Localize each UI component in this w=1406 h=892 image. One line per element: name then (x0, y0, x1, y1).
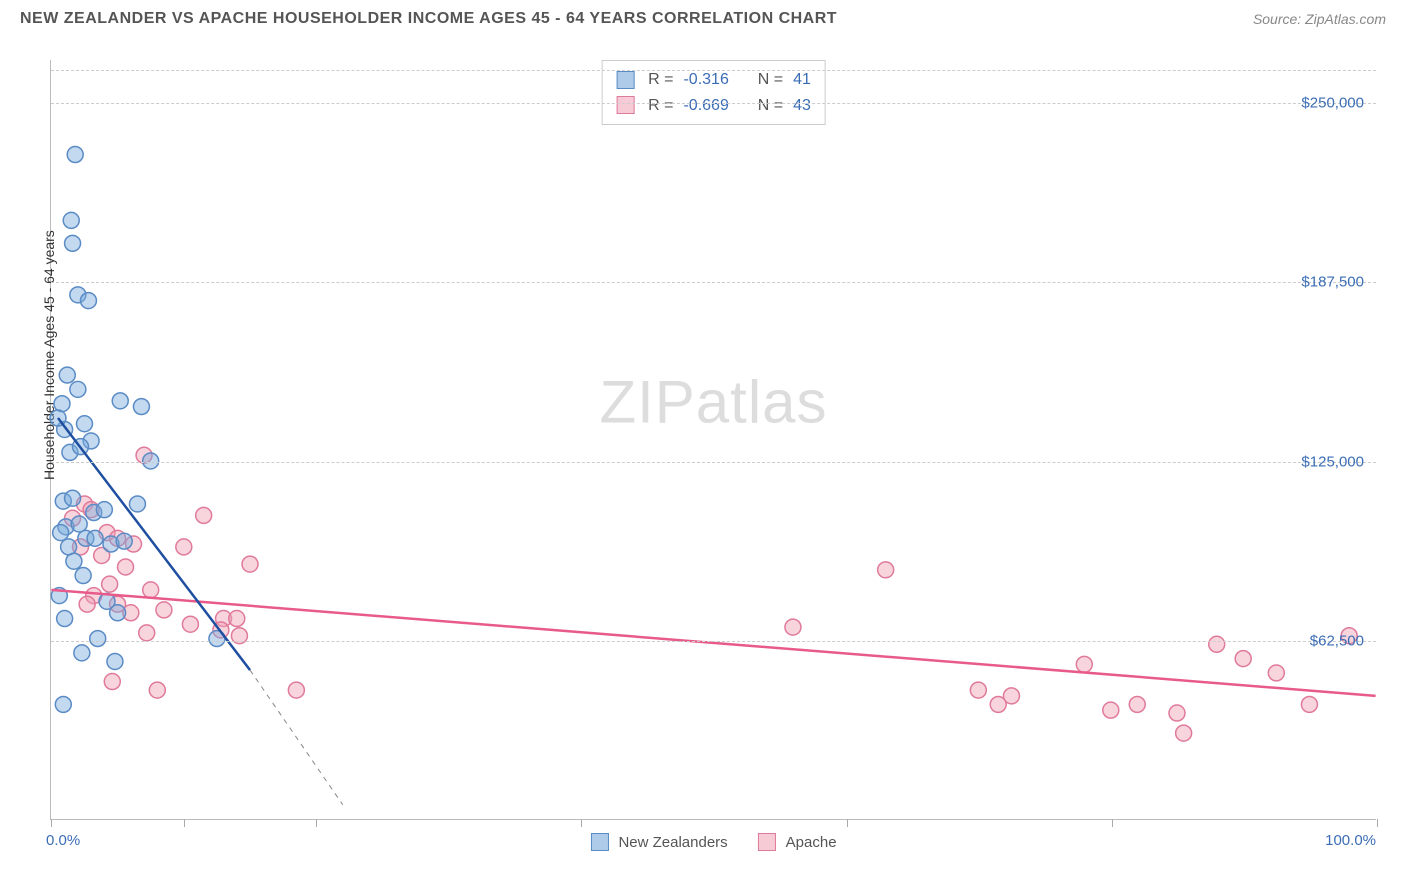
scatter-point (110, 605, 126, 621)
scatter-point (54, 396, 70, 412)
ytick-label: $125,000 (1301, 453, 1364, 470)
scatter-point (1301, 696, 1317, 712)
gridline (51, 103, 1376, 104)
scatter-point (118, 559, 134, 575)
trend-line-apache (51, 590, 1375, 696)
scatter-svg (51, 60, 1376, 819)
xtick (1112, 819, 1113, 827)
scatter-point (107, 653, 123, 669)
scatter-point (87, 530, 103, 546)
scatter-point (75, 568, 91, 584)
scatter-point (196, 507, 212, 523)
scatter-point (229, 611, 245, 627)
n-label: N = (758, 93, 783, 119)
gridline (51, 70, 1376, 71)
xtick (847, 819, 848, 827)
scatter-point (143, 582, 159, 598)
scatter-point (1268, 665, 1284, 681)
source-name: ZipAtlas.com (1305, 11, 1386, 27)
scatter-point (1176, 725, 1192, 741)
scatter-point (116, 533, 132, 549)
xtick-start: 0.0% (46, 832, 80, 849)
xtick (316, 819, 317, 827)
n-value-apache: 43 (793, 93, 811, 119)
scatter-point (104, 674, 120, 690)
scatter-point (112, 393, 128, 409)
legend-item-nz: New Zealanders (590, 833, 727, 851)
scatter-point (74, 645, 90, 661)
xtick (581, 819, 582, 827)
scatter-point (133, 399, 149, 415)
swatch-pink (616, 96, 634, 114)
scatter-point (66, 553, 82, 569)
source-attribution: Source: ZipAtlas.com (1253, 11, 1386, 27)
scatter-point (288, 682, 304, 698)
scatter-point (90, 631, 106, 647)
scatter-point (156, 602, 172, 618)
scatter-point (129, 496, 145, 512)
scatter-point (1129, 696, 1145, 712)
chart-plot-area: Householder Income Ages 45 - 64 years ZI… (50, 60, 1376, 820)
gridline (51, 462, 1376, 463)
scatter-point (70, 381, 86, 397)
ytick-label: $250,000 (1301, 95, 1364, 112)
scatter-point (182, 616, 198, 632)
legend-bottom: New Zealanders Apache (590, 833, 836, 851)
scatter-point (71, 516, 87, 532)
scatter-point (76, 416, 92, 432)
swatch-pink (758, 833, 776, 851)
scatter-point (785, 619, 801, 635)
scatter-point (1169, 705, 1185, 721)
scatter-point (1076, 656, 1092, 672)
r-label: R = (648, 93, 673, 119)
scatter-point (96, 502, 112, 518)
scatter-point (53, 525, 69, 541)
scatter-point (55, 696, 71, 712)
r-value-apache: -0.669 (683, 93, 728, 119)
scatter-point (1209, 636, 1225, 652)
legend-label-nz: New Zealanders (618, 834, 727, 851)
scatter-point (149, 682, 165, 698)
scatter-point (65, 490, 81, 506)
scatter-point (65, 235, 81, 251)
ytick-label: $62,500 (1310, 632, 1364, 649)
chart-title: NEW ZEALANDER VS APACHE HOUSEHOLDER INCO… (20, 10, 837, 28)
swatch-blue (590, 833, 608, 851)
scatter-point (176, 539, 192, 555)
chart-header: NEW ZEALANDER VS APACHE HOUSEHOLDER INCO… (0, 0, 1406, 28)
scatter-point (139, 625, 155, 641)
xtick (184, 819, 185, 827)
scatter-point (59, 367, 75, 383)
scatter-point (1003, 688, 1019, 704)
scatter-point (970, 682, 986, 698)
gridline (51, 641, 1376, 642)
scatter-point (1103, 702, 1119, 718)
xtick-end: 100.0% (1325, 832, 1376, 849)
swatch-blue (616, 71, 634, 89)
legend-label-apache: Apache (786, 834, 837, 851)
xtick (1377, 819, 1378, 827)
xtick (51, 819, 52, 827)
scatter-point (102, 576, 118, 592)
scatter-point (1235, 651, 1251, 667)
scatter-point (67, 147, 83, 163)
scatter-point (242, 556, 258, 572)
legend-item-apache: Apache (758, 833, 837, 851)
stats-row-apache: R = -0.669 N = 43 (616, 93, 811, 119)
ytick-label: $187,500 (1301, 274, 1364, 291)
scatter-point (79, 596, 95, 612)
scatter-point (878, 562, 894, 578)
source-label: Source: (1253, 11, 1301, 27)
scatter-point (80, 293, 96, 309)
gridline (51, 282, 1376, 283)
scatter-point (63, 212, 79, 228)
scatter-point (57, 611, 73, 627)
